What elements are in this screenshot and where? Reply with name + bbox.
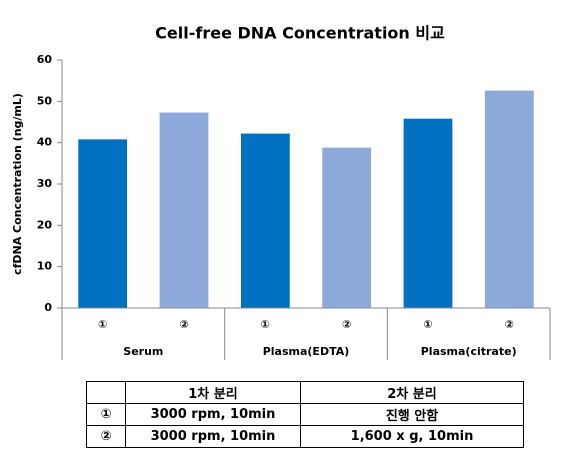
- x-tick-label: ②: [505, 318, 514, 331]
- bar: [240, 133, 290, 308]
- bar: [78, 139, 128, 308]
- table-cell: 3000 rpm, 10min: [125, 403, 301, 426]
- table-cell: 1,600 x g, 10min: [300, 425, 524, 448]
- y-tick-label: 40: [37, 136, 53, 149]
- x-tick-label: ①: [261, 318, 270, 331]
- table-corner: [86, 381, 126, 404]
- bar: [322, 147, 372, 308]
- table-header: 1차 분리: [125, 381, 301, 404]
- x-tick-label: ①: [423, 318, 432, 331]
- table-cell: 3000 rpm, 10min: [125, 425, 301, 448]
- table-cell: 진행 안함: [300, 403, 524, 426]
- bar: [159, 112, 209, 308]
- group-label: Serum: [123, 345, 163, 358]
- chart: Cell-free DNA Concentration 비교 cfDNA Con…: [11, 24, 551, 360]
- table-header: 2차 분리: [300, 381, 524, 404]
- y-tick-label: 10: [37, 260, 53, 273]
- group-label: Plasma(EDTA): [263, 345, 350, 358]
- group-label: Plasma(citrate): [421, 345, 517, 358]
- table-cell: ②: [86, 425, 126, 448]
- y-tick-label: 0: [44, 301, 52, 314]
- x-tick-label: ②: [179, 318, 188, 331]
- y-axis-label: cfDNA Concentration (ng/mL): [11, 93, 24, 275]
- x-tick-label: ②: [342, 318, 351, 331]
- y-tick-label: 20: [37, 218, 53, 231]
- chart-title: Cell-free DNA Concentration 비교: [155, 24, 445, 43]
- x-tick-label: ①: [98, 318, 107, 331]
- table: 1차 분리 2차 분리 ① 3000 rpm, 10min 진행 안함 ② 30…: [86, 381, 524, 448]
- y-tick-label: 50: [37, 94, 53, 107]
- table-cell: ①: [86, 403, 126, 426]
- bar: [403, 118, 453, 309]
- y-tick-label: 60: [37, 53, 53, 66]
- bar: [484, 90, 534, 308]
- y-tick-label: 30: [37, 177, 53, 190]
